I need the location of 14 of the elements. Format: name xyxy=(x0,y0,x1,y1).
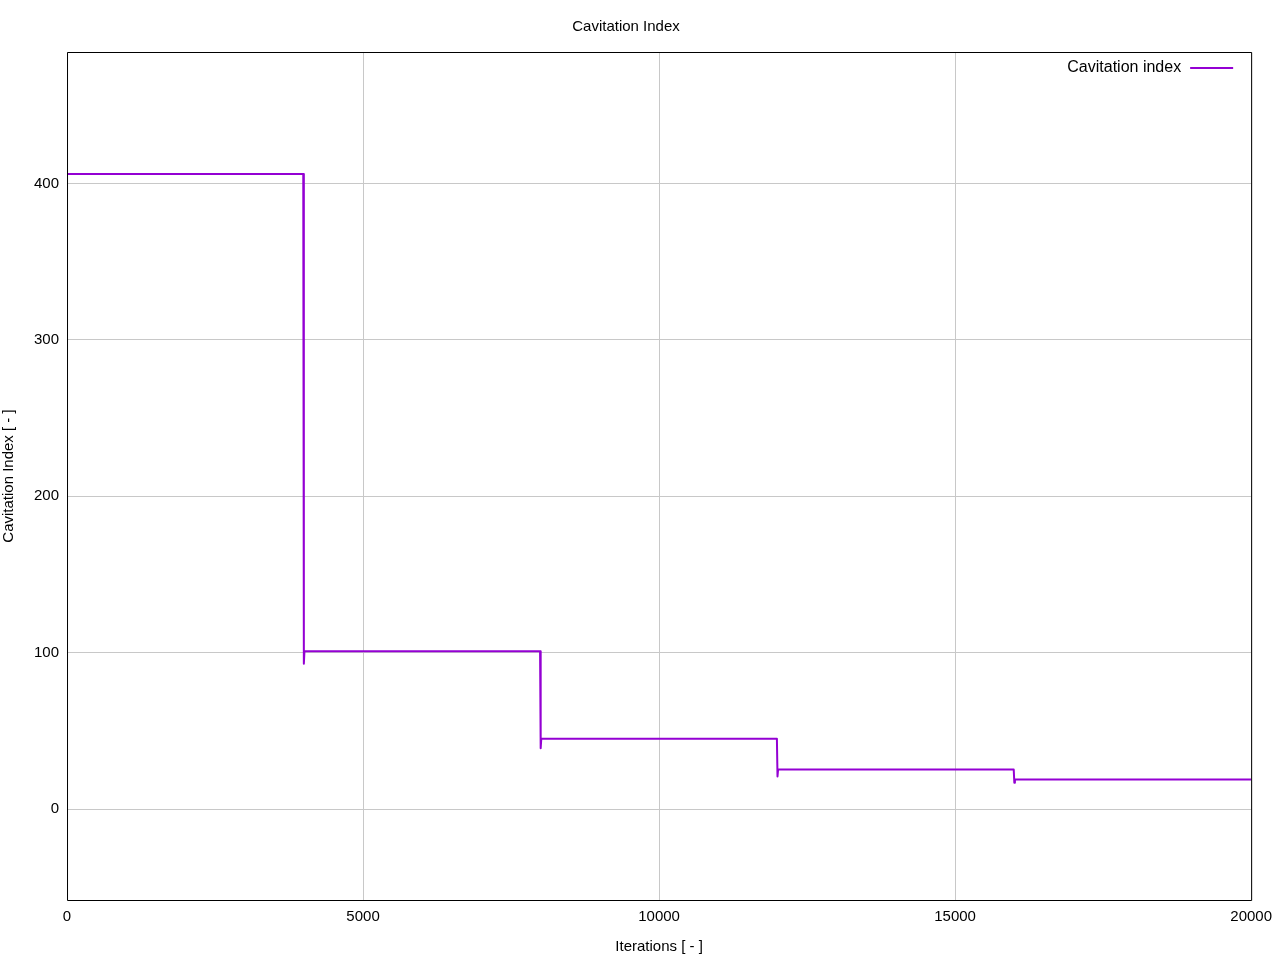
y-tick-label: 100 xyxy=(34,642,60,660)
x-tick-label: 5000 xyxy=(346,907,380,925)
x-tick-label: 15000 xyxy=(934,907,976,925)
y-tick-label: 200 xyxy=(34,486,60,504)
legend-label: Cavitation index xyxy=(1067,58,1182,76)
y-tick-label: 400 xyxy=(34,173,60,191)
x-tick-label: 0 xyxy=(62,907,72,925)
chart-title: Cavitation Index xyxy=(572,17,681,35)
y-tick-label: 0 xyxy=(50,799,60,817)
y-tick-label: 300 xyxy=(34,330,60,348)
x-tick-label: 10000 xyxy=(638,907,680,925)
x-axis-title: Iterations [ - ] xyxy=(615,937,703,955)
x-tick-label: 20000 xyxy=(1230,907,1272,925)
y-axis-title: Cavitation Index [ - ] xyxy=(0,409,17,543)
